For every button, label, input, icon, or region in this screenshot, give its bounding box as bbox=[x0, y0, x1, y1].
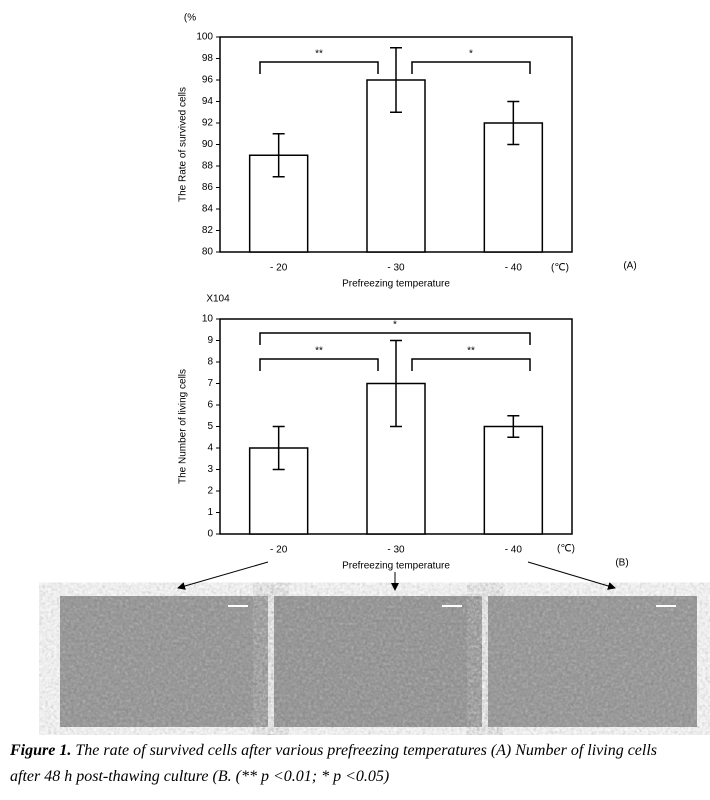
caption-label: Figure 1. bbox=[10, 742, 72, 759]
y-tick-label: 84 bbox=[202, 204, 214, 215]
error-bar bbox=[507, 100, 520, 146]
micrograph-texture bbox=[274, 596, 482, 727]
y-tick-label: 2 bbox=[207, 486, 213, 497]
x-tick-label: - 20 bbox=[270, 545, 288, 556]
unit-label: X104 bbox=[206, 294, 230, 305]
y-tick-label: 98 bbox=[202, 53, 214, 64]
error-bar bbox=[272, 133, 285, 178]
bar bbox=[483, 425, 544, 535]
y-tick-label: 86 bbox=[202, 182, 214, 193]
x-axis-title: Prefreezing temperature bbox=[342, 279, 450, 290]
arrow bbox=[177, 561, 269, 590]
arrow bbox=[527, 561, 616, 590]
significance-bracket bbox=[411, 358, 531, 371]
caption-text: The rate of survived cells after various… bbox=[10, 742, 658, 785]
y-tick-label: 4 bbox=[207, 443, 213, 454]
significance-label: ** bbox=[315, 49, 323, 60]
error-bar bbox=[390, 47, 402, 113]
x-tick-label: - 30 bbox=[387, 263, 405, 274]
micrograph-texture bbox=[488, 596, 697, 727]
x-tick-label: - 40 bbox=[505, 263, 523, 274]
significance-bracket bbox=[259, 358, 379, 371]
x-tick-label: - 20 bbox=[270, 263, 288, 274]
y-axis-title: The Rate of survived cells bbox=[178, 87, 189, 202]
y-tick-label: 100 bbox=[196, 32, 213, 43]
y-tick-label: 94 bbox=[202, 96, 214, 107]
significance-bracket bbox=[259, 332, 531, 345]
significance-label: ** bbox=[315, 346, 323, 357]
significance-label: * bbox=[393, 320, 397, 331]
y-tick-label: 92 bbox=[202, 118, 214, 129]
y-tick-label: 96 bbox=[202, 75, 214, 86]
x-tick-label: - 30 bbox=[387, 545, 405, 556]
error-bar bbox=[272, 425, 285, 471]
micrographs bbox=[60, 596, 697, 727]
panel-label: (B) bbox=[615, 558, 628, 569]
y-tick-label: 80 bbox=[202, 247, 214, 258]
y-tick-label: 10 bbox=[202, 314, 214, 325]
y-tick-label: 90 bbox=[202, 139, 214, 150]
panel-label: (A) bbox=[623, 261, 636, 272]
y-tick-label: 9 bbox=[207, 335, 213, 346]
significance-bracket bbox=[259, 61, 379, 74]
x-axis-title: Prefreezing temperature bbox=[342, 561, 450, 572]
x-unit-label: (℃) bbox=[551, 263, 569, 274]
y-tick-label: 5 bbox=[207, 421, 213, 432]
y-axis-title: The Number of living cells bbox=[178, 369, 189, 484]
significance-label: ** bbox=[467, 346, 475, 357]
error-bar bbox=[507, 415, 520, 438]
micrograph-texture bbox=[60, 596, 268, 727]
significance-bracket bbox=[411, 61, 531, 74]
y-tick-label: 82 bbox=[202, 225, 214, 236]
bar bbox=[366, 79, 426, 253]
y-tick-label: 3 bbox=[207, 464, 213, 475]
significance-label: * bbox=[469, 49, 473, 60]
x-unit-label: (℃) bbox=[557, 544, 575, 555]
arrows bbox=[177, 561, 616, 591]
unit-label: (% bbox=[184, 13, 196, 24]
y-tick-label: 88 bbox=[202, 161, 214, 172]
y-tick-label: 0 bbox=[207, 529, 213, 540]
x-tick-label: - 40 bbox=[505, 545, 523, 556]
y-tick-label: 6 bbox=[207, 400, 213, 411]
y-tick-label: 1 bbox=[207, 507, 213, 518]
error-bar bbox=[390, 339, 402, 428]
caption: Figure 1. The rate of survived cells aft… bbox=[10, 738, 670, 790]
y-tick-label: 7 bbox=[207, 378, 213, 389]
y-tick-label: 8 bbox=[207, 357, 213, 368]
